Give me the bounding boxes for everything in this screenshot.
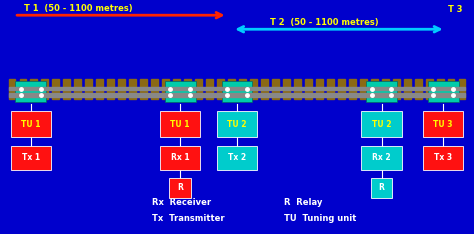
Bar [360,79,366,99]
Bar [423,111,463,137]
Text: Tx 1: Tx 1 [22,154,40,162]
Bar [404,79,410,99]
Bar [426,79,432,99]
Bar [195,79,202,99]
Bar [96,79,103,99]
Text: TU 1: TU 1 [170,120,190,128]
Bar [361,146,401,170]
Bar [423,146,463,170]
Bar [283,79,290,99]
Text: Rx 1: Rx 1 [171,154,190,162]
Bar [160,111,201,137]
Text: Rx  Receiver: Rx Receiver [152,198,211,207]
Bar [85,79,92,99]
Bar [338,79,345,99]
Text: Tx 2: Tx 2 [228,154,246,162]
Bar [10,111,51,137]
Bar [228,79,235,99]
Text: TU 3: TU 3 [433,120,453,128]
Bar [10,146,51,170]
Bar [9,93,465,97]
Bar [294,79,301,99]
Bar [169,178,191,198]
Bar [437,79,444,99]
Bar [366,81,397,102]
Bar [165,81,195,102]
Text: Rx 2: Rx 2 [372,154,391,162]
Bar [448,79,455,99]
Bar [239,79,246,99]
Bar [118,79,125,99]
Bar [184,79,191,99]
Bar [393,79,400,99]
Bar [217,79,224,99]
Text: TU 1: TU 1 [21,120,41,128]
Bar [305,79,312,99]
Text: TU 2: TU 2 [372,120,392,128]
Bar [250,79,257,99]
Bar [316,79,323,99]
Bar [361,111,401,137]
Text: R: R [379,183,384,192]
Bar [428,81,459,102]
Text: TU 2: TU 2 [227,120,247,128]
Bar [173,79,180,99]
Bar [217,146,257,170]
Bar [221,81,252,102]
Text: T 3: T 3 [448,5,463,14]
Text: T 1  (50 - 1100 metres): T 1 (50 - 1100 metres) [24,4,132,13]
Text: R: R [177,183,183,192]
Bar [272,79,279,99]
Bar [9,87,465,90]
Bar [371,178,392,198]
Bar [64,79,70,99]
Text: R  Relay: R Relay [284,198,323,207]
Bar [261,79,268,99]
Bar [42,79,48,99]
Bar [349,79,356,99]
Bar [459,79,465,99]
Bar [415,79,421,99]
Bar [371,79,378,99]
Text: TU  Tuning unit: TU Tuning unit [284,214,357,223]
Bar [30,79,37,99]
Bar [162,79,169,99]
Text: Tx  Transmitter: Tx Transmitter [152,214,224,223]
Bar [327,79,334,99]
Bar [129,79,136,99]
Bar [151,79,158,99]
Bar [217,111,257,137]
Bar [15,81,46,102]
Bar [53,79,59,99]
Text: Tx 3: Tx 3 [434,154,452,162]
Bar [108,79,114,99]
Bar [160,146,201,170]
Bar [19,79,26,99]
Bar [140,79,147,99]
Text: T 2  (50 - 1100 metres): T 2 (50 - 1100 metres) [270,18,379,27]
Bar [74,79,81,99]
Bar [206,79,213,99]
Bar [9,79,15,99]
Bar [382,79,389,99]
